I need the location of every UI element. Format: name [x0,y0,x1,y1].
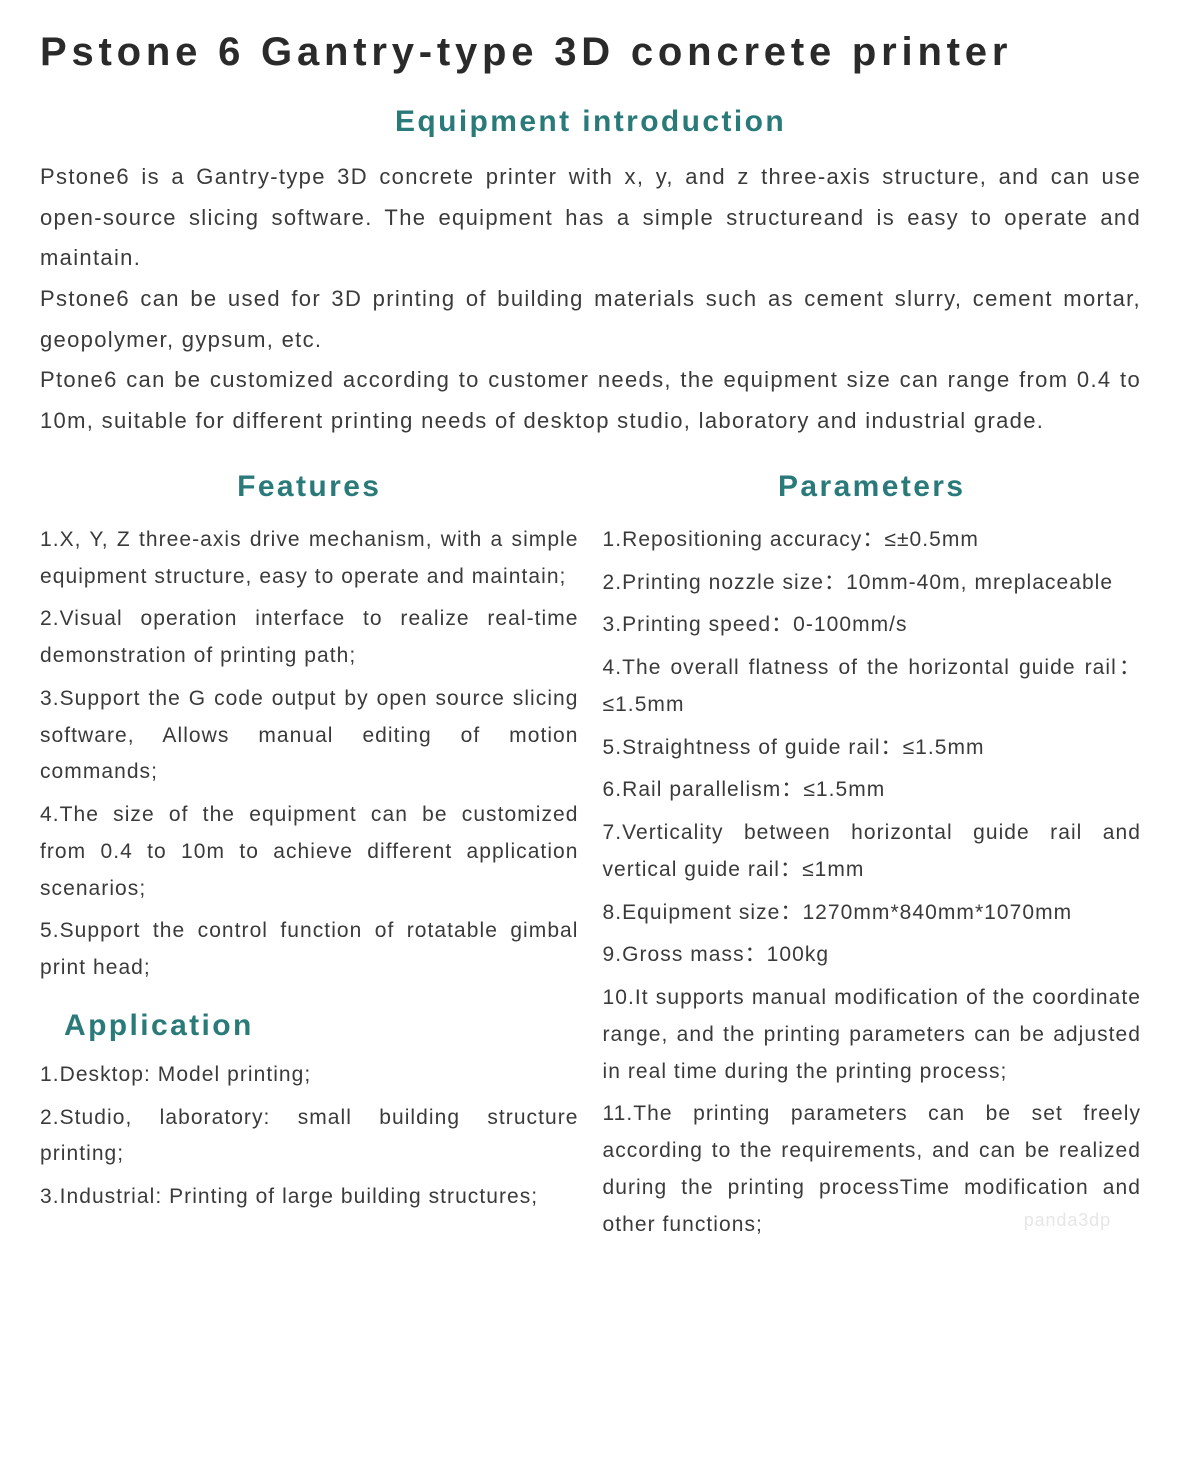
intro-heading: Equipment introduction [40,105,1141,139]
feature-item: 4.The size of the equipment can be custo… [40,797,579,907]
feature-item: 2.Visual operation interface to realize … [40,601,579,675]
parameter-item: 4.The overall flatness of the horizontal… [603,650,1142,724]
features-heading: Features [40,470,579,504]
right-column: Parameters 1.Repositioning accuracy：≤±0.… [603,470,1142,1250]
left-column: Features 1.X, Y, Z three-axis drive mech… [40,470,579,1250]
watermark: panda3dp [1024,1210,1111,1231]
columns: Features 1.X, Y, Z three-axis drive mech… [40,470,1141,1250]
intro-p1: Pstone6 is a Gantry-type 3D concrete pri… [40,157,1141,279]
parameter-item: 3.Printing speed：0-100mm/s [603,607,1142,644]
parameter-item: 6.Rail parallelism：≤1.5mm [603,772,1142,809]
intro-p3: Ptone6 can be customized according to cu… [40,360,1141,441]
feature-item: 3.Support the G code output by open sour… [40,681,579,791]
application-item: 2.Studio, laboratory: small building str… [40,1100,579,1174]
parameter-item: 9.Gross mass：100kg [603,937,1142,974]
intro-p2: Pstone6 can be used for 3D printing of b… [40,279,1141,360]
application-heading: Application [40,1009,579,1043]
parameter-item: 7.Verticality between horizontal guide r… [603,815,1142,889]
parameters-heading: Parameters [603,470,1142,504]
parameter-item: 8.Equipment size：1270mm*840mm*1070mm [603,895,1142,932]
feature-item: 1.X, Y, Z three-axis drive mechanism, wi… [40,522,579,596]
parameter-item: 1.Repositioning accuracy：≤±0.5mm [603,522,1142,559]
intro-paragraphs: Pstone6 is a Gantry-type 3D concrete pri… [40,157,1141,442]
parameter-item: 10.It supports manual modification of th… [603,980,1142,1090]
parameter-item: 5.Straightness of guide rail：≤1.5mm [603,730,1142,767]
application-item: 3.Industrial: Printing of large building… [40,1179,579,1216]
parameter-item: 2.Printing nozzle size：10mm-40m, mreplac… [603,565,1142,602]
page-title: Pstone 6 Gantry-type 3D concrete printer [40,30,1141,75]
feature-item: 5.Support the control function of rotata… [40,913,579,987]
application-item: 1.Desktop: Model printing; [40,1057,579,1094]
page: Pstone 6 Gantry-type 3D concrete printer… [40,30,1141,1249]
